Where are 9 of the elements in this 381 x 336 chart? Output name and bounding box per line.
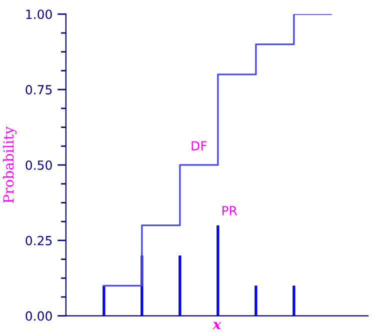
y-tick-label: 0.50 <box>26 160 52 170</box>
y-tick-label: 0.75 <box>26 85 52 94</box>
y-axis-title: Probability <box>2 126 17 203</box>
y-tick-label: 0.00 <box>26 311 52 321</box>
y-tick-label: 1.00 <box>26 10 52 20</box>
series-label: PR <box>222 206 238 216</box>
y-tick-label: 0.25 <box>26 236 52 246</box>
series-label: DF <box>192 141 207 150</box>
x-axis-title: x <box>212 322 222 330</box>
